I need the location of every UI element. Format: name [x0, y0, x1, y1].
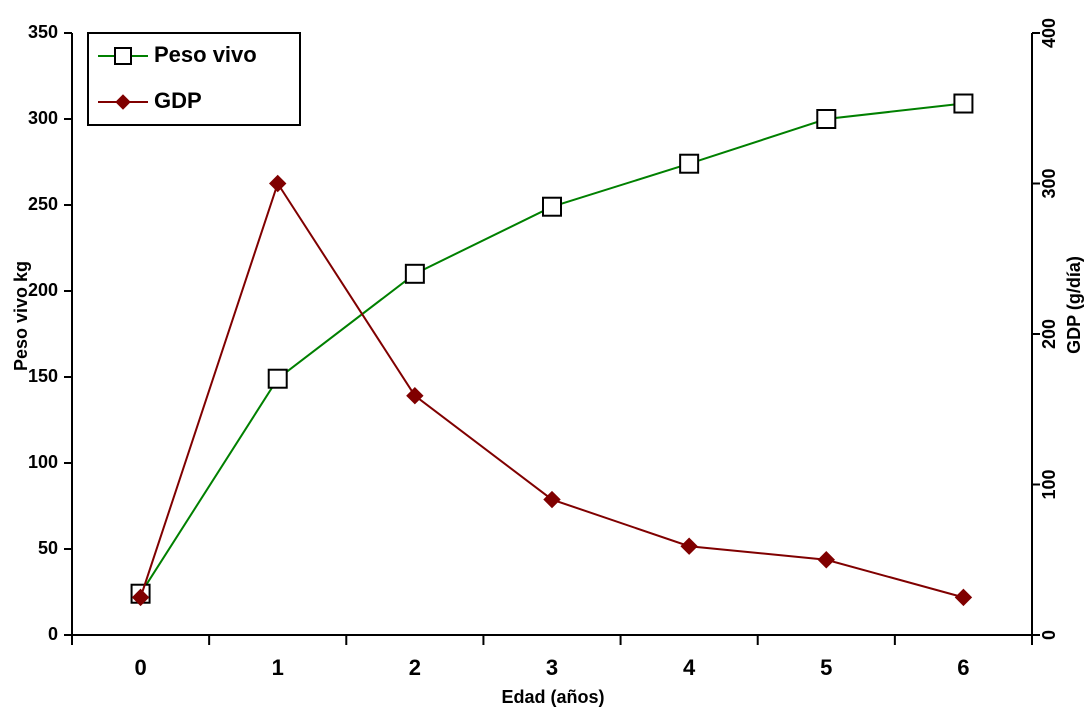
point — [269, 174, 287, 193]
point — [114, 47, 132, 65]
point — [542, 196, 562, 217]
x-tick-label: 5 — [820, 655, 832, 680]
point — [953, 93, 974, 114]
x-tick-label: 4 — [683, 655, 696, 680]
y2-tick-label: 100 — [1039, 469, 1059, 499]
x-tick-label: 6 — [957, 655, 969, 680]
point — [543, 490, 561, 509]
point — [680, 537, 698, 555]
x-tick-label: 1 — [272, 655, 284, 680]
y-tick-label: 100 — [28, 452, 58, 472]
y2-axis-title: GDP (g/día) — [1064, 256, 1084, 354]
y-tick-label: 300 — [28, 108, 58, 128]
x-tick-label: 2 — [409, 655, 421, 680]
point — [954, 588, 973, 607]
x-tick-label: 3 — [546, 655, 558, 680]
legend-label: Peso vivo — [154, 42, 257, 67]
point — [679, 153, 700, 174]
x-tick-label: 0 — [134, 655, 146, 680]
y-tick-label: 150 — [28, 366, 58, 386]
x-axis-title: Edad (años) — [501, 687, 604, 707]
y-tick-label: 0 — [48, 624, 58, 644]
point — [406, 386, 424, 405]
point — [267, 368, 288, 389]
point — [817, 551, 835, 569]
y2-tick-label: 400 — [1039, 18, 1059, 48]
y-tick-label: 350 — [28, 22, 58, 42]
y-tick-label: 200 — [28, 280, 58, 300]
point — [115, 94, 131, 110]
point — [131, 588, 150, 607]
point — [816, 109, 837, 129]
y2-tick-label: 200 — [1039, 319, 1059, 349]
point — [404, 263, 425, 284]
y-tick-label: 50 — [38, 538, 58, 558]
y2-tick-label: 300 — [1039, 168, 1059, 198]
legend-label: GDP — [154, 88, 202, 113]
y-axis-title: Peso vivo kg — [11, 261, 31, 371]
y-tick-label: 250 — [28, 194, 58, 214]
y2-tick-label: 0 — [1039, 630, 1059, 640]
